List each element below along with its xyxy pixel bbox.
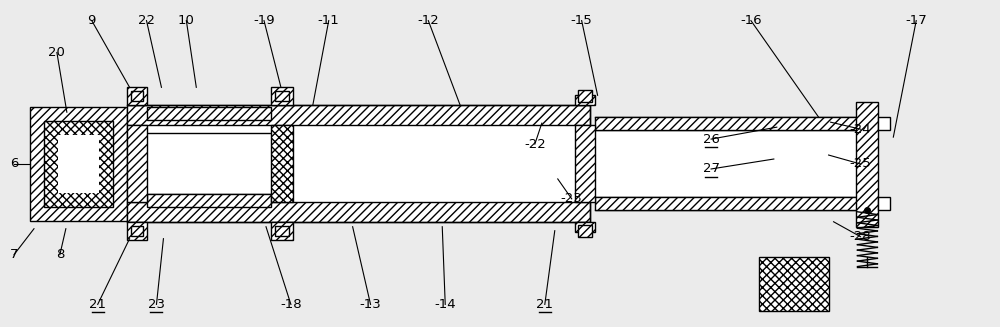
Text: -23: -23 (561, 192, 583, 205)
Text: 7: 7 (10, 248, 18, 261)
Bar (759, 257, 829, 311)
Text: 22: 22 (138, 14, 155, 27)
Bar (30, 107, 127, 221)
Bar (271, 222, 293, 240)
Bar (578, 90, 592, 102)
Text: 21: 21 (89, 298, 106, 311)
Text: 26: 26 (703, 133, 720, 146)
Text: -12: -12 (417, 14, 439, 27)
Bar (44, 121, 113, 207)
Text: -11: -11 (318, 14, 340, 27)
Bar (58, 135, 99, 193)
Bar (127, 125, 147, 202)
Text: 23: 23 (148, 298, 165, 311)
Text: 10: 10 (178, 14, 195, 27)
Bar (275, 226, 289, 236)
Bar (127, 87, 147, 105)
Bar (595, 117, 868, 130)
Text: 27: 27 (703, 163, 720, 176)
Text: -18: -18 (280, 298, 302, 311)
Bar (595, 130, 868, 197)
Text: -14: -14 (434, 298, 456, 311)
Bar (271, 125, 293, 202)
Bar (127, 222, 147, 240)
Text: -28: -28 (850, 230, 871, 243)
Bar (595, 197, 868, 210)
Bar (271, 87, 293, 105)
Bar (127, 202, 590, 222)
Bar (131, 226, 143, 236)
Text: 9: 9 (88, 14, 96, 27)
Bar (131, 91, 143, 101)
Bar (575, 222, 595, 232)
Text: -22: -22 (524, 138, 546, 150)
Text: 20: 20 (48, 46, 65, 59)
Bar (127, 105, 590, 125)
Text: -19: -19 (253, 14, 275, 27)
Text: -15: -15 (571, 14, 593, 27)
Text: 8: 8 (56, 248, 64, 261)
Text: -13: -13 (360, 298, 381, 311)
Text: 21: 21 (536, 298, 553, 311)
Bar (147, 194, 271, 207)
Bar (578, 225, 592, 237)
Bar (127, 125, 590, 202)
Text: -24: -24 (850, 123, 871, 136)
Bar (575, 125, 595, 202)
Bar (575, 95, 595, 105)
Text: -16: -16 (740, 14, 762, 27)
Text: -17: -17 (905, 14, 927, 27)
Bar (856, 102, 878, 227)
Text: 6: 6 (10, 158, 18, 170)
Bar (878, 197, 890, 210)
Bar (878, 117, 890, 130)
Bar (275, 91, 289, 101)
Text: -25: -25 (850, 158, 871, 170)
Bar (147, 107, 271, 120)
